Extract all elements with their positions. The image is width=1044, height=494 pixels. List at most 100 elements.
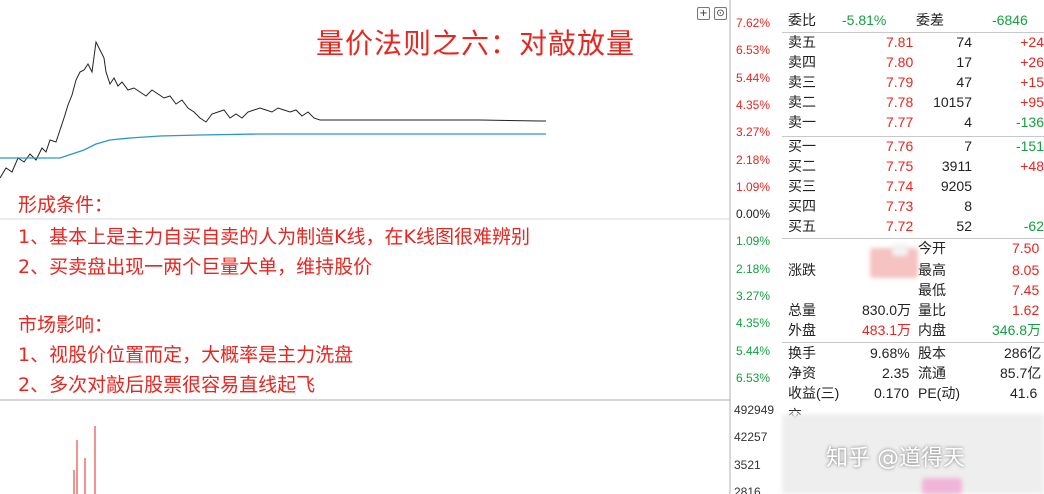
ask-row[interactable]: 卖四 7.80 17 +26 (782, 52, 1044, 72)
percent-tick-label: 2.18% (736, 261, 771, 276)
ask-change: +15 (1020, 74, 1044, 90)
bid-volume: 3911 (941, 158, 972, 174)
bid-change: -62 (1023, 218, 1044, 234)
ask-volume: 74 (956, 34, 972, 50)
chart-canvas (0, 0, 731, 494)
bid-row[interactable]: 买五 7.72 52 -62 (782, 216, 1044, 236)
zoom-in-button[interactable]: + (697, 7, 710, 20)
float-label: 流通 (918, 365, 946, 381)
settings-button[interactable]: ⊙ (714, 7, 727, 20)
today-open-value: 7.50 (1012, 240, 1040, 256)
volume-axis: 492949 42257 3521 2816 (730, 400, 780, 494)
bid-row[interactable]: 买三 7.74 9205 (782, 176, 1044, 196)
percent-tick-label: 5.44% (736, 343, 771, 358)
pe-label: PE(动) (918, 385, 960, 401)
bid-change: +48 (1020, 158, 1044, 174)
quote-row-turnover: 换手 9.68% 股本 286亿 (782, 343, 1044, 363)
ask-row[interactable]: 卖三 7.79 47 +15 (782, 72, 1044, 92)
volume-tick-label: 492949 (734, 403, 775, 417)
bid-row[interactable]: 买二 7.75 3911 +48 (782, 156, 1044, 176)
ask-price: 7.79 (886, 74, 914, 90)
high-label: 最高 (918, 262, 946, 278)
inner-value: 346.8万 (992, 322, 1042, 338)
ask-label: 卖四 (788, 54, 816, 70)
percent-tick-label: 5.44% (736, 70, 771, 85)
nav-value: 2.35 (882, 365, 910, 381)
divider (782, 342, 1044, 343)
bid-price: 7.74 (886, 178, 914, 194)
impact-item-1: 1、视股价位置而定，大概率是主力洗盘 (18, 344, 354, 366)
shares-value: 286亿 (1004, 345, 1042, 361)
ask-price: 7.81 (886, 34, 914, 50)
ask-volume: 10157 (933, 94, 972, 110)
percent-tick-label: 3.27% (736, 125, 771, 140)
inner-label: 内盘 (918, 322, 946, 338)
volume-tick-label: 2816 (734, 485, 761, 494)
average-price-line (0, 133, 546, 159)
eps-value: 0.170 (874, 385, 910, 401)
divider (782, 136, 1044, 137)
volume-tick-label: 42257 (734, 430, 768, 444)
shares-label: 股本 (918, 345, 946, 361)
bid-price: 7.76 (886, 138, 914, 154)
ask-change: +26 (1020, 54, 1044, 70)
divider (782, 238, 1044, 239)
condition-item-1: 1、基本上是主力自买自卖的人为制造K线，在K线图很难辨别 (18, 226, 531, 248)
ask-label: 卖五 (788, 34, 816, 50)
change-label: 涨跌 (788, 262, 816, 278)
bid-price: 7.72 (886, 218, 914, 234)
bid-price: 7.73 (886, 198, 914, 214)
volume-ratio-value: 1.62 (1012, 302, 1040, 318)
quote-row-high: 涨跌 最高 8.05 (782, 260, 1044, 280)
percent-tick-label: 4.35% (736, 316, 771, 331)
percent-tick-label: 7.62% (736, 16, 771, 30)
condition-item-2: 2、买卖盘出现一两个巨量大单，维持股价 (18, 256, 373, 278)
watermark-text: 知乎 @道得天 (826, 446, 965, 471)
bid-row[interactable]: 买四 7.73 8 (782, 196, 1044, 216)
headline-title: 量价法则之六：对敲放量 (316, 27, 636, 60)
ask-row[interactable]: 卖一 7.77 4 -136 (782, 112, 1044, 132)
percent-tick-label: 1.09% (736, 234, 771, 249)
percent-axis: 7.62% 6.53% 5.44% 4.35% 3.27% 2.18% 1.09% 0.00%… (730, 0, 780, 400)
condition-title: 形成条件： (18, 194, 114, 216)
volume-ratio-label: 量比 (918, 302, 946, 318)
bid-label: 买三 (788, 178, 816, 194)
bid-label: 买二 (788, 158, 816, 174)
weibi-row: 委比 -5.81% 委差 -6846 (782, 10, 1044, 30)
outer-label: 外盘 (788, 322, 816, 338)
ask-price: 7.80 (886, 54, 914, 70)
ask-label: 卖二 (788, 94, 816, 110)
weibi-value: -5.81% (842, 12, 887, 28)
bid-volume: 7 (964, 138, 972, 154)
percent-tick-label: 0.00% (736, 207, 771, 222)
bid-label: 买五 (788, 218, 816, 234)
ask-change: +24 (1020, 34, 1044, 50)
redacted-block (782, 414, 1044, 494)
total-volume-value: 830.0万 (862, 302, 912, 318)
ask-row[interactable]: 卖二 7.78 10157 +95 (782, 92, 1044, 112)
percent-tick-label: 6.53% (736, 43, 771, 58)
outer-value: 483.1万 (862, 322, 912, 338)
quote-row-low: 最低 7.45 (782, 280, 1044, 300)
bid-volume: 52 (956, 218, 972, 234)
turnover-value: 9.68% (870, 345, 910, 361)
redacted-block (922, 478, 962, 494)
weibi-label: 委比 (788, 12, 816, 28)
quote-row-nav: 净资 2.35 流通 85.7亿 (782, 363, 1044, 383)
order-book-panel: 委比 -5.81% 委差 -6846 卖五 7.81 74 +24 卖四 7.80 17 +2… (782, 0, 1044, 494)
bid-volume: 8 (964, 198, 972, 214)
divider (782, 32, 1044, 33)
total-volume-label: 总量 (788, 302, 816, 318)
ask-price: 7.77 (886, 114, 914, 130)
ask-volume: 4 (964, 114, 972, 130)
turnover-label: 换手 (788, 345, 816, 361)
quote-row-open: 今开 7.50 (782, 238, 1044, 258)
bid-price: 7.75 (886, 158, 914, 174)
impact-item-2: 2、多次对敲后股票很容易直线起飞 (18, 374, 316, 396)
percent-tick-label: 4.35% (736, 97, 771, 112)
percent-tick-label: 6.53% (736, 370, 771, 385)
bid-row[interactable]: 买一 7.76 7 -151 (782, 136, 1044, 156)
ask-row[interactable]: 卖五 7.81 74 +24 (782, 32, 1044, 52)
ask-change: +95 (1020, 94, 1044, 110)
bid-label: 买一 (788, 138, 816, 154)
